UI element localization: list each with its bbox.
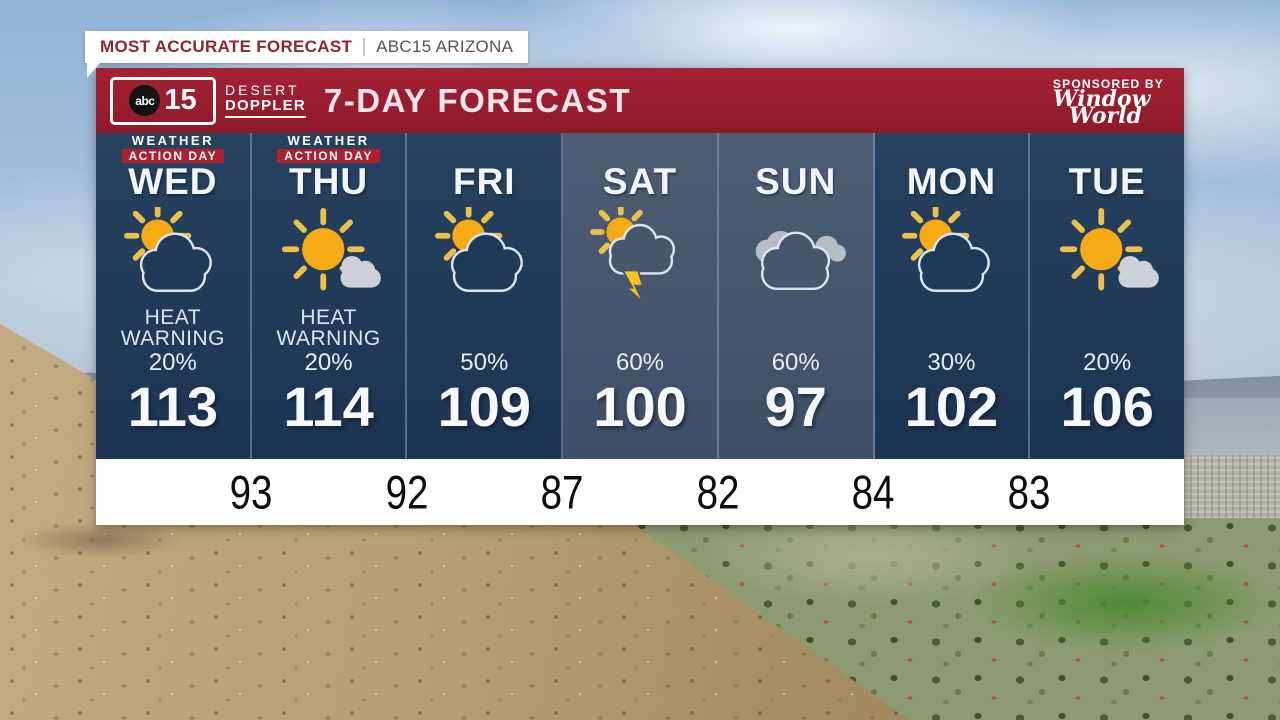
forecast-column-mon: MON (874, 133, 1031, 459)
overnight-low: 87 (540, 465, 584, 519)
precip-chance: 30% (927, 349, 976, 376)
action-day-slot: WEATHER ACTION DAY (96, 133, 250, 163)
forecast-columns: WEATHER ACTION DAY WED (96, 133, 1185, 459)
channel-number: 15 (164, 84, 197, 116)
high-temp: 106 (1060, 375, 1154, 438)
day-label: SUN (755, 161, 837, 202)
overnight-low: 93 (229, 465, 273, 519)
high-temp: 102 (904, 375, 999, 438)
forecast-column-tue: TUE (1030, 133, 1185, 459)
action-day-badge: ACTION DAY (277, 149, 380, 163)
high-temp: 113 (127, 375, 219, 438)
forecast-column-fri: FRI (407, 133, 564, 459)
action-day-slot (407, 133, 561, 161)
warning-slot-empty (1030, 307, 1184, 351)
forecast-panel: abc 15 DESERT DOPPLER 7-DAY FORECAST SPO… (96, 68, 1185, 525)
precip-chance: 60% (615, 349, 665, 376)
action-day-slot (719, 133, 873, 161)
partly-sunny-icon (96, 203, 250, 307)
precip-chance: 50% (460, 349, 509, 376)
day-label: MON (906, 161, 997, 202)
brand-line-1: DESERT (225, 82, 300, 98)
mostly-cloudy-icon (719, 203, 873, 307)
warning-slot-empty (407, 307, 561, 351)
sponsor-logo-text: Window World (1052, 85, 1151, 129)
forecast-column-sun: SUN (718, 133, 875, 459)
partly-sunny-icon (875, 203, 1029, 307)
overnight-low: 92 (385, 465, 429, 519)
high-temp: 100 (593, 375, 687, 438)
sunny-with-cloud-icon (1030, 203, 1184, 307)
precip-chance: 60% (771, 349, 820, 376)
banner-headline: MOST ACCURATE FORECAST (100, 37, 353, 56)
panel-title: 7-DAY FORECAST (323, 81, 631, 119)
brand-line-2: DOPPLER (225, 97, 306, 114)
day-label: TUE (1068, 161, 1146, 202)
day-label: WED (128, 161, 218, 202)
action-day-slot (1030, 133, 1184, 161)
overnight-low: 82 (696, 465, 740, 519)
high-temp: 114 (283, 375, 374, 438)
abc-network-icon: abc (129, 85, 161, 116)
precip-chance: 20% (1083, 349, 1132, 376)
overnight-low: 84 (851, 465, 895, 519)
sponsor-label: SPONSORED BY (1052, 76, 1164, 91)
banner-divider (363, 38, 366, 56)
abc15-logo: abc 15 (110, 76, 216, 125)
forecast-column-wed: WEATHER ACTION DAY WED (96, 133, 252, 459)
overnight-low: 83 (1007, 465, 1051, 519)
warning-slot-empty (563, 307, 717, 351)
desert-doppler-brand: DESERT DOPPLER (225, 83, 306, 118)
heat-warning-label: HEAT WARNING (120, 306, 225, 350)
isolated-storm-icon (563, 203, 717, 307)
heat-warning-label: HEAT WARNING (276, 306, 381, 350)
partly-sunny-icon (407, 203, 561, 307)
precip-chance: 20% (148, 349, 197, 376)
precip-chance: 20% (304, 349, 353, 376)
action-day-slot (875, 133, 1029, 161)
warning-slot-empty (719, 307, 873, 351)
weather-action-day-label: WEATHER (131, 133, 214, 148)
banner-station-name: ABC15 ARIZONA (376, 37, 514, 56)
sunny-with-cloud-icon (252, 203, 406, 307)
action-day-badge: ACTION DAY (121, 149, 225, 163)
high-temp: 109 (437, 375, 532, 438)
day-label: FRI (452, 161, 516, 202)
day-label: SAT (602, 161, 678, 202)
station-banner: MOST ACCURATE FORECAST ABC15 ARIZONA (85, 31, 529, 78)
warning-slot-empty (875, 307, 1029, 351)
weather-action-day-label: WEATHER (287, 133, 370, 148)
forecast-column-thu: WEATHER ACTION DAY THU (251, 133, 408, 459)
high-temp: 97 (764, 375, 827, 438)
day-label: THU (289, 161, 369, 202)
action-day-slot: WEATHER ACTION DAY (252, 133, 406, 163)
overnight-lows-strip: 93 92 87 82 84 83 (96, 459, 1184, 525)
sponsor-block: SPONSORED BY Window World (1052, 76, 1164, 129)
forecast-column-sat: SAT (563, 133, 719, 459)
action-day-slot (563, 133, 717, 161)
panel-header: abc 15 DESERT DOPPLER 7-DAY FORECAST SPO… (96, 68, 1184, 133)
